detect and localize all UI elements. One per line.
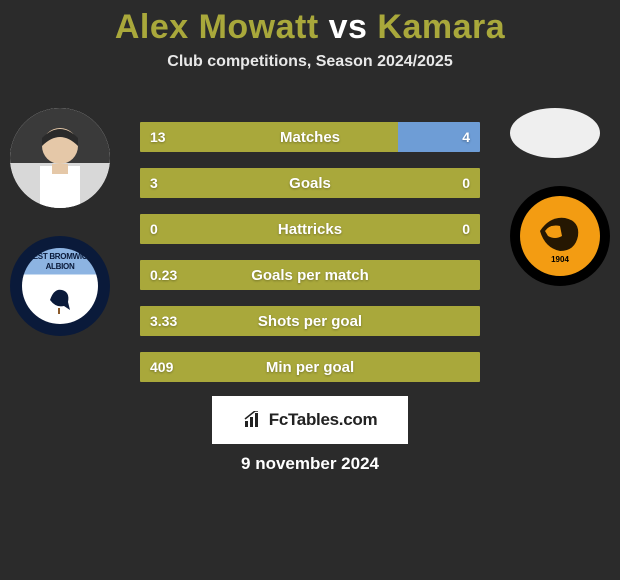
player1-name: Alex Mowatt [115,8,319,46]
vs-label: vs [329,8,368,46]
bar-segment-left [140,306,480,336]
subtitle: Club competitions, Season 2024/2025 [0,53,620,71]
bar-segment-left [140,260,480,290]
stat-bar-row: Goals per match0.23 [140,260,480,290]
club-badge-text-sub: ALBION [10,262,110,271]
source-logo-text: FcTables.com [269,410,378,430]
player2-name: Kamara [377,8,505,46]
left-avatar-column: EST BROMWIC ALBION [10,108,110,336]
source-logo: FcTables.com [212,396,408,444]
bar-segment-left [140,168,480,198]
player2-photo [510,108,600,158]
bar-value-right: 0 [462,214,470,244]
bar-segment-left [140,352,480,382]
stat-bar-row: Shots per goal3.33 [140,306,480,336]
bar-segment-left [140,122,398,152]
bar-value-right: 4 [462,122,470,152]
bar-value-right: 0 [462,168,470,198]
stat-bar-row: Min per goal409 [140,352,480,382]
bar-value-left: 3 [150,168,158,198]
club-badge-text-top: EST BROMWIC [10,252,110,261]
bar-value-left: 0.23 [150,260,177,290]
date-label: 9 november 2024 [0,454,620,474]
bar-value-left: 409 [150,352,173,382]
player1-club-badge: EST BROMWIC ALBION [10,236,110,336]
player2-club-badge: 1904 [510,186,610,286]
player1-photo [10,108,110,208]
bar-segment-left [140,214,480,244]
stat-bar-row: Goals30 [140,168,480,198]
stat-bar-row: Matches134 [140,122,480,152]
stat-bar-row: Hattricks00 [140,214,480,244]
bar-value-left: 0 [150,214,158,244]
bar-value-left: 3.33 [150,306,177,336]
stat-bars: Matches134Goals30Hattricks00Goals per ma… [140,122,480,382]
right-avatar-column: 1904 [510,108,610,286]
club-badge-year: 1904 [520,255,600,264]
bar-value-left: 13 [150,122,166,152]
chart-icon [243,411,263,429]
comparison-title: Alex Mowatt vs Kamara [0,0,620,47]
